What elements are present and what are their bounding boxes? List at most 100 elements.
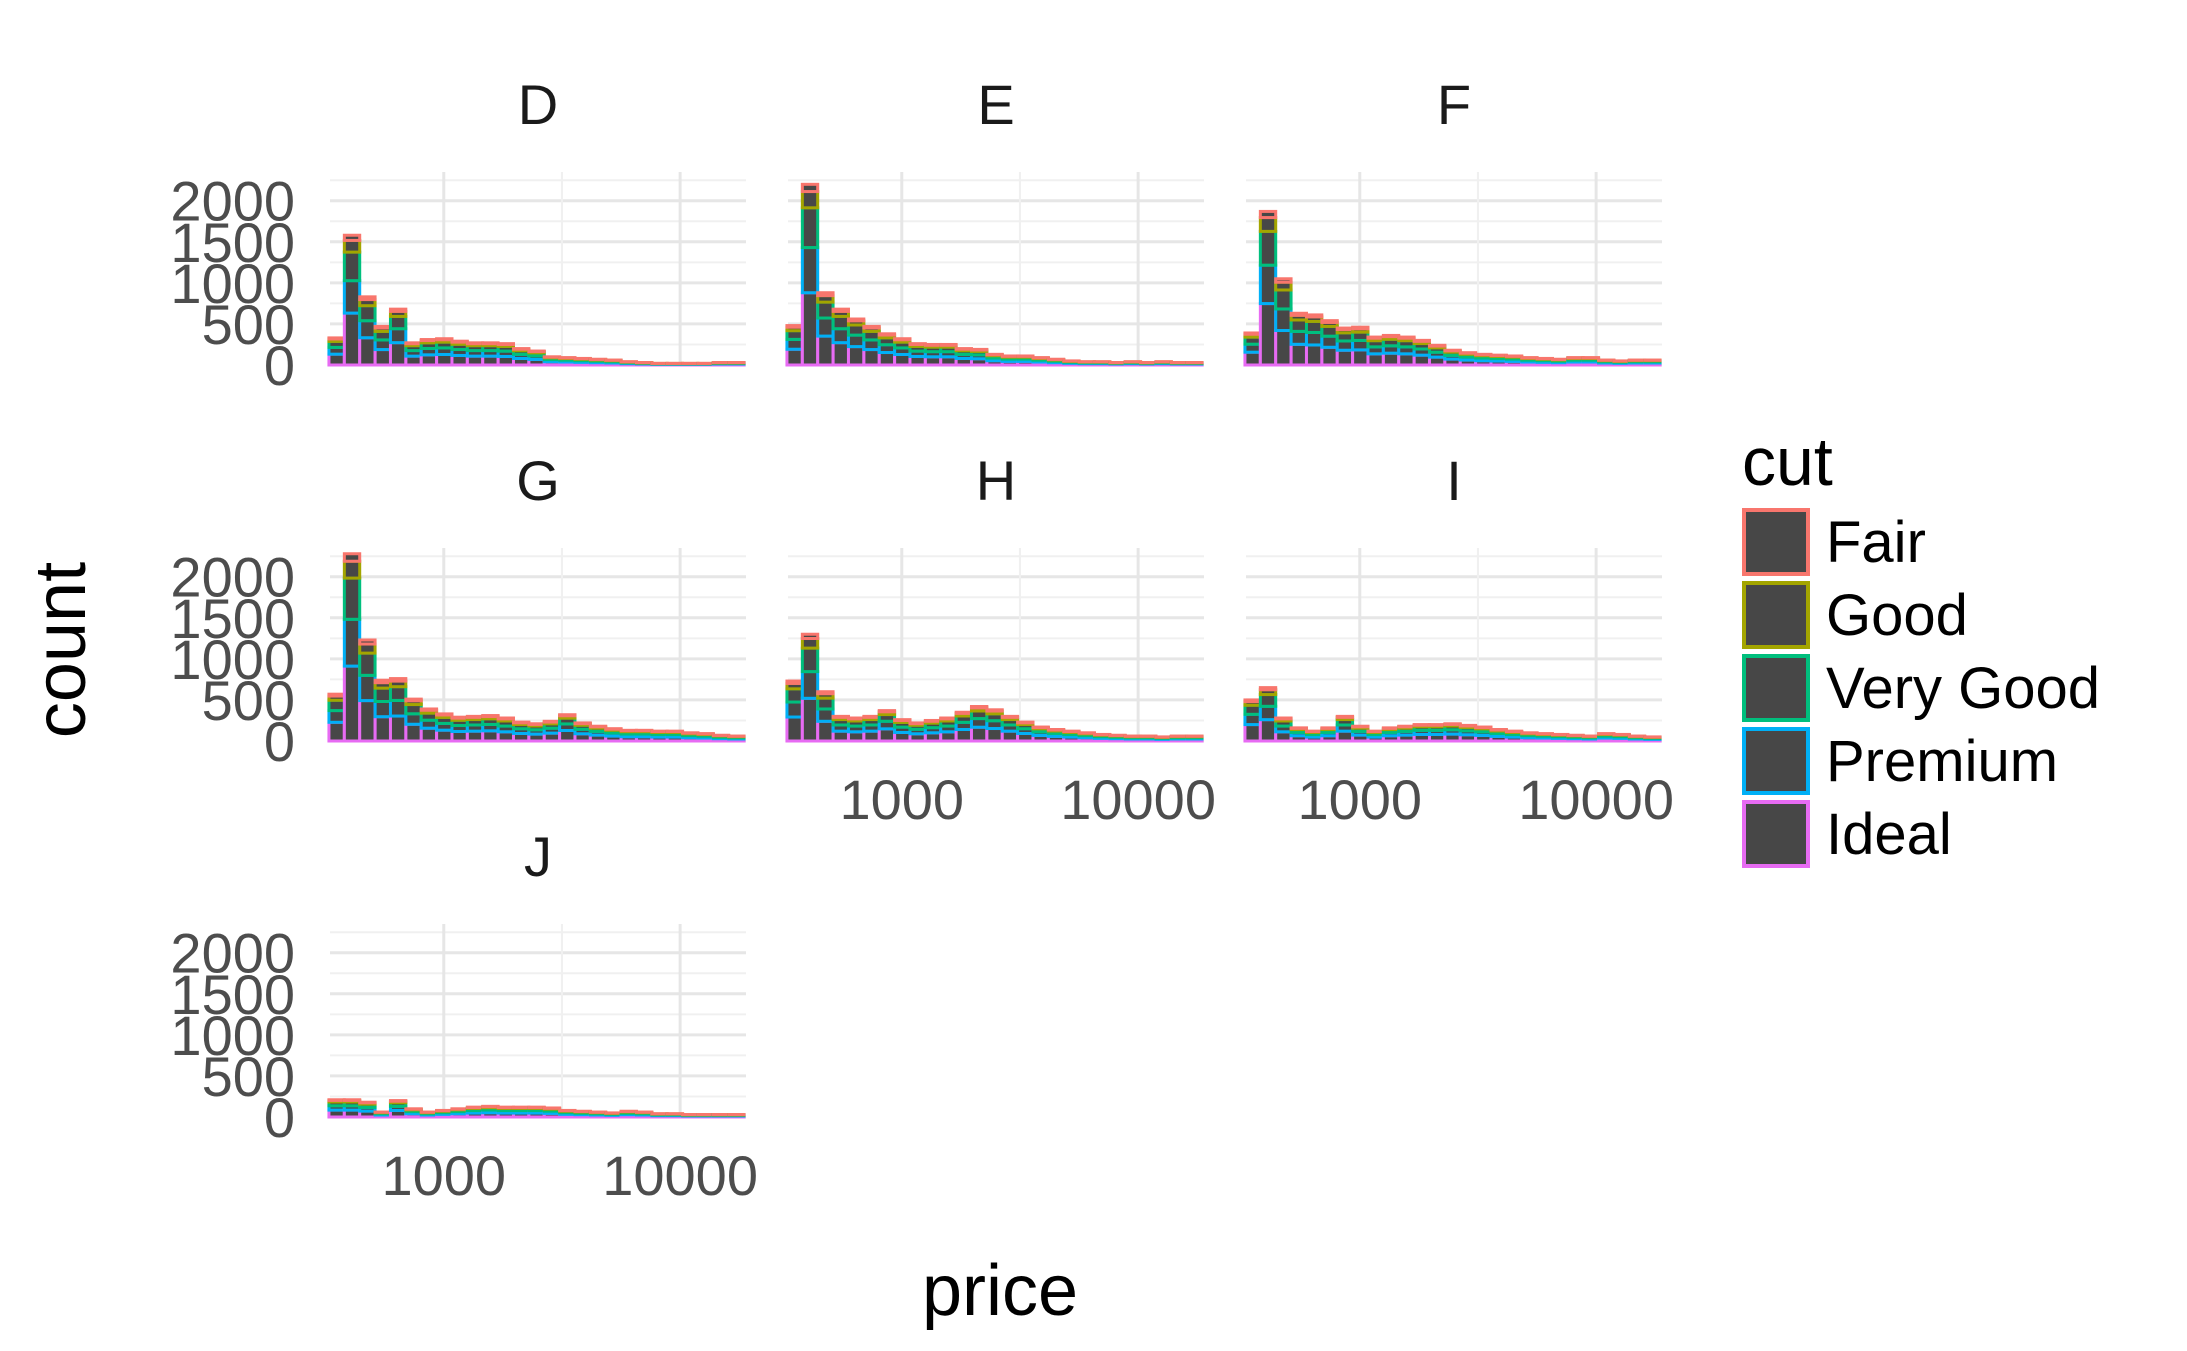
histogram-bar-segment bbox=[816, 690, 835, 696]
histogram-bar-segment bbox=[1258, 718, 1278, 743]
histogram-bar-segment bbox=[816, 316, 835, 338]
histogram-bar-segment bbox=[342, 664, 362, 743]
histogram-bar-segment bbox=[1397, 335, 1416, 340]
histogram-bar-segment bbox=[1243, 723, 1262, 743]
histogram-bar-segment bbox=[1274, 716, 1293, 721]
histogram-bar-segment bbox=[1458, 723, 1478, 728]
histogram-bar-segment bbox=[481, 729, 500, 743]
legend-label: Very Good bbox=[1826, 656, 2100, 721]
histogram-bar-segment bbox=[923, 718, 943, 723]
histogram-bar-segment bbox=[1381, 351, 1401, 367]
legend-key bbox=[1742, 727, 1810, 795]
histogram-bar-segment bbox=[388, 314, 408, 331]
histogram-bar-segment bbox=[846, 333, 866, 349]
histogram-bar-segment bbox=[573, 721, 592, 726]
histogram-bar-segment bbox=[831, 314, 850, 331]
histogram-bar-segment bbox=[496, 716, 515, 721]
histogram-bar-segment bbox=[342, 576, 362, 621]
histogram-bar-segment bbox=[893, 718, 912, 723]
legend: cut Fair Good Very Good Premium Ideal bbox=[1742, 424, 2100, 868]
histogram-bar-segment bbox=[358, 336, 377, 367]
histogram-bar-segment bbox=[1412, 338, 1431, 343]
histogram-bar-segment bbox=[969, 705, 989, 710]
facet-strip-label: D bbox=[518, 73, 558, 136]
legend-key bbox=[1742, 654, 1810, 722]
histogram-bar-segment bbox=[327, 720, 346, 743]
histogram-bar-segment bbox=[1474, 725, 1493, 730]
histogram-bar-segment bbox=[419, 707, 439, 712]
histogram-bar-segment bbox=[1412, 723, 1431, 727]
histogram-bar-segment bbox=[1397, 724, 1416, 729]
histogram-bar-segment bbox=[816, 291, 835, 298]
histogram-bar-segment bbox=[342, 279, 362, 315]
histogram-bar-segment bbox=[1443, 348, 1462, 353]
histogram-bar-segment bbox=[373, 324, 392, 330]
histogram-bar-segment bbox=[816, 334, 835, 367]
histogram-bar-segment bbox=[1366, 352, 1385, 367]
histogram-bar-segment bbox=[1031, 725, 1050, 730]
histogram-bar-segment bbox=[358, 638, 377, 646]
histogram-bar-segment bbox=[800, 646, 820, 674]
histogram-bar-segment bbox=[1335, 714, 1355, 719]
histogram-bar-segment bbox=[877, 332, 897, 337]
histogram-bar-segment bbox=[1258, 216, 1278, 233]
facet-strip-label: E bbox=[977, 73, 1014, 136]
histogram-bar-segment bbox=[816, 719, 835, 743]
histogram-bar-segment bbox=[327, 709, 346, 724]
histogram-bar-segment bbox=[816, 300, 835, 320]
x-tick-label: 1000 bbox=[840, 768, 965, 831]
histogram-bar-segment bbox=[481, 714, 500, 719]
histogram-bar-segment bbox=[954, 710, 973, 715]
facet-strip-label: H bbox=[976, 449, 1016, 512]
stacked-bars bbox=[327, 1098, 746, 1119]
histogram-bar-segment bbox=[511, 720, 531, 725]
histogram-bar-segment bbox=[404, 697, 423, 703]
histogram-bar-segment bbox=[435, 337, 454, 342]
histogram-bar-segment bbox=[342, 238, 362, 254]
x-tick-label: 10000 bbox=[602, 1144, 758, 1207]
histogram-bar-segment bbox=[342, 559, 362, 580]
histogram-bar-segment bbox=[450, 715, 469, 720]
histogram-bar-segment bbox=[373, 678, 392, 685]
histogram-bar-segment bbox=[954, 347, 973, 351]
histogram-bar-segment bbox=[1304, 330, 1324, 347]
histogram-bar-segment bbox=[496, 342, 515, 347]
histogram-bar-segment bbox=[831, 714, 850, 719]
panel-grid bbox=[1246, 548, 1662, 743]
legend-item-very-good: Very Good bbox=[1742, 654, 2100, 722]
histogram-bar-segment bbox=[373, 699, 392, 719]
histogram-bar-segment bbox=[985, 727, 1004, 743]
histogram-bar-segment bbox=[893, 337, 912, 342]
x-axis-title: price bbox=[922, 1251, 1078, 1331]
histogram-bar-segment bbox=[1258, 209, 1278, 220]
histogram-bar-segment bbox=[373, 348, 392, 367]
histogram-bar-segment bbox=[358, 699, 377, 743]
histogram-bar-segment bbox=[358, 295, 377, 302]
y-tick-label: 1000 bbox=[170, 252, 295, 315]
histogram-bar-segment bbox=[893, 352, 912, 367]
histogram-bar-segment bbox=[327, 352, 346, 367]
histogram-bar-segment bbox=[388, 1099, 408, 1103]
histogram-bar-segment bbox=[1320, 334, 1339, 349]
x-tick-label: 10000 bbox=[1518, 768, 1674, 831]
histogram-bar-segment bbox=[800, 291, 820, 367]
histogram-bar-segment bbox=[1335, 326, 1355, 332]
histogram-bar-segment bbox=[419, 338, 439, 343]
histogram-bar-segment bbox=[558, 713, 577, 718]
histogram-bar-segment bbox=[923, 342, 943, 347]
histogram-bar-segment bbox=[404, 341, 423, 346]
y-tick-label: 2000 bbox=[170, 922, 295, 985]
histogram-bar-segment bbox=[862, 348, 881, 367]
histogram-bar-segment bbox=[785, 687, 804, 704]
histogram-bar-segment bbox=[800, 632, 820, 641]
histogram-bar-segment bbox=[846, 317, 866, 323]
histogram-bar-segment bbox=[800, 190, 820, 210]
histogram-bar-segment bbox=[1243, 350, 1262, 367]
histogram-bar-segment bbox=[342, 1098, 362, 1102]
x-tick-label: 1000 bbox=[382, 1144, 507, 1207]
histogram-bar-segment bbox=[939, 716, 958, 721]
histogram-bar-segment bbox=[481, 341, 500, 346]
